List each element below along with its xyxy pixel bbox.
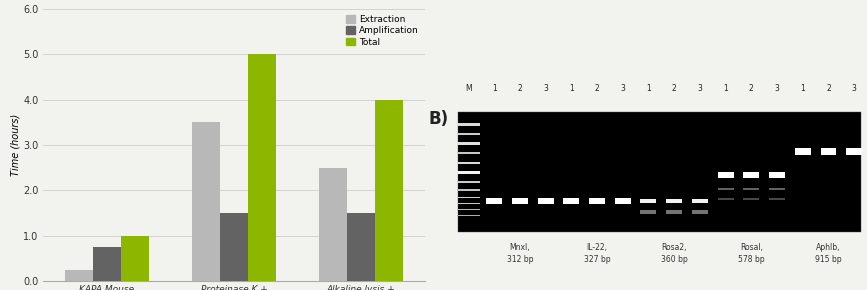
Bar	[457, 171, 480, 174]
Bar	[121, 236, 149, 281]
Text: 3: 3	[620, 84, 625, 93]
Bar	[743, 197, 759, 200]
Bar	[589, 198, 605, 204]
Text: 1: 1	[723, 84, 728, 93]
Bar	[692, 210, 707, 214]
Text: Aphlb,
915 bp: Aphlb, 915 bp	[815, 243, 842, 264]
Bar	[348, 213, 375, 281]
Bar	[769, 197, 785, 200]
Bar	[820, 148, 837, 155]
Bar	[666, 210, 682, 214]
Bar	[375, 99, 403, 281]
Bar	[641, 199, 656, 203]
Bar	[220, 213, 248, 281]
Text: Rosa2,
360 bp: Rosa2, 360 bp	[661, 243, 688, 264]
Bar	[458, 112, 861, 232]
Bar	[93, 247, 121, 281]
Bar	[457, 123, 480, 126]
Bar	[692, 199, 707, 203]
Text: 1: 1	[646, 84, 651, 93]
Text: 1: 1	[569, 84, 574, 93]
Bar	[795, 148, 811, 155]
Bar	[457, 152, 480, 154]
Bar	[615, 198, 630, 204]
Bar	[457, 133, 480, 135]
Bar	[457, 181, 480, 183]
Bar	[457, 162, 480, 164]
Bar	[248, 54, 276, 281]
Bar	[319, 168, 348, 281]
Bar	[641, 210, 656, 214]
Bar	[769, 172, 785, 177]
Bar	[457, 142, 480, 145]
Bar	[564, 198, 579, 204]
Text: 2: 2	[518, 84, 522, 93]
Text: 2: 2	[826, 84, 831, 93]
Text: 3: 3	[697, 84, 702, 93]
Text: 2: 2	[749, 84, 753, 93]
Bar	[743, 188, 759, 190]
Text: 2: 2	[672, 84, 676, 93]
Text: 3: 3	[774, 84, 779, 93]
Text: M: M	[465, 84, 472, 93]
Bar	[457, 189, 480, 191]
Bar	[718, 172, 733, 177]
Bar	[666, 199, 682, 203]
Text: 2: 2	[595, 84, 599, 93]
Bar	[743, 172, 759, 177]
Text: 1: 1	[800, 84, 805, 93]
Bar	[538, 198, 553, 204]
Text: Mnxl,
312 bp: Mnxl, 312 bp	[506, 243, 533, 264]
Bar	[457, 209, 480, 210]
Bar	[512, 198, 528, 204]
Text: 1: 1	[492, 84, 497, 93]
Bar	[718, 197, 733, 200]
Bar	[457, 215, 480, 216]
Bar	[65, 270, 93, 281]
Legend: Extraction, Amplification, Total: Extraction, Amplification, Total	[344, 13, 420, 48]
Text: B): B)	[428, 110, 448, 128]
Bar	[192, 122, 220, 281]
Bar	[846, 148, 862, 155]
Y-axis label: Time (hours): Time (hours)	[10, 114, 20, 176]
Text: RosaI,
578 bp: RosaI, 578 bp	[738, 243, 765, 264]
Text: IL-22,
327 bp: IL-22, 327 bp	[583, 243, 610, 264]
Bar	[718, 188, 733, 190]
Bar	[769, 188, 785, 190]
Text: 3: 3	[851, 84, 857, 93]
Bar	[486, 198, 502, 204]
Bar	[457, 197, 480, 198]
Text: 3: 3	[543, 84, 548, 93]
Bar	[457, 203, 480, 204]
